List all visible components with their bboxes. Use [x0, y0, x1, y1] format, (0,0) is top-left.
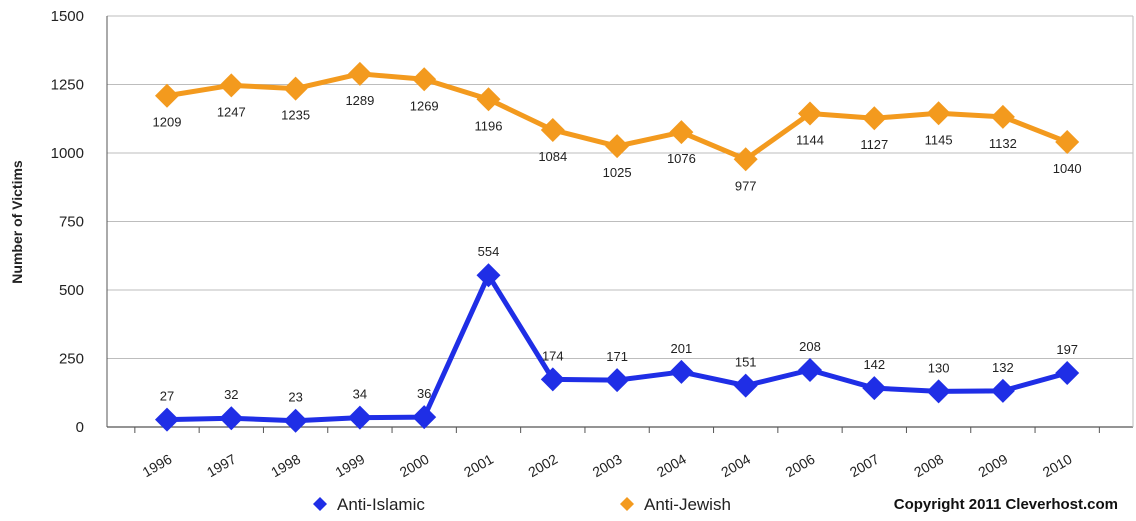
data-point [669, 359, 694, 384]
x-tick-label: 2000 [397, 451, 432, 481]
data-label: 208 [799, 339, 821, 354]
data-point [605, 134, 630, 159]
data-point [990, 378, 1015, 403]
series-layer: 27 32 23 34 36 554 174 171 201 151 208 142 130 132 197… [153, 61, 1082, 433]
data-point [1055, 361, 1080, 386]
y-tick-label: 1500 [51, 8, 84, 25]
data-point [862, 106, 887, 131]
grid-lines [106, 15, 1134, 433]
x-tick-label: 2010 [1040, 451, 1075, 481]
y-tick-label: 0 [76, 419, 84, 436]
x-tick-label: 2001 [461, 451, 496, 481]
data-label: 977 [735, 178, 757, 193]
data-point [733, 147, 758, 172]
x-tick-label: 1996 [140, 451, 175, 481]
data-point [412, 405, 437, 430]
data-label: 1025 [603, 165, 632, 180]
data-label: 32 [224, 387, 238, 402]
x-tick-label: 1997 [204, 451, 239, 481]
data-label: 132 [992, 360, 1014, 375]
x-tick-label: 2009 [975, 451, 1010, 481]
data-label: 1127 [860, 137, 888, 152]
data-point [798, 101, 822, 126]
copyright-text: Copyright 2011 Cleverhost.com [894, 496, 1118, 513]
legend-label: Anti-Islamic [337, 495, 425, 514]
data-point [219, 73, 244, 98]
data-point [476, 87, 501, 112]
y-tick-label: 500 [59, 282, 84, 299]
y-tick-label: 750 [59, 214, 84, 231]
x-axis-ticks: 1996 1997 1998 1999 2000 2001 2002 2003 2004 2004… [140, 451, 1075, 481]
data-label: 1269 [410, 98, 439, 113]
legend-label: Anti-Jewish [644, 495, 731, 514]
data-point [412, 67, 437, 92]
data-point [347, 61, 372, 86]
data-point [476, 263, 501, 288]
data-label: 130 [928, 360, 950, 375]
data-label: 1235 [281, 108, 310, 123]
y-axis-ticks: 0 250 500 750 1000 1250 1500 [51, 8, 84, 436]
data-label: 554 [478, 244, 500, 259]
data-point [605, 368, 630, 393]
data-label: 36 [417, 386, 431, 401]
data-point [990, 104, 1015, 129]
x-tick-label: 2006 [783, 451, 818, 481]
data-point [540, 367, 565, 392]
x-tick-label: 2004 [654, 451, 689, 481]
data-label: 1196 [475, 118, 503, 133]
data-label: 23 [288, 390, 302, 405]
data-point [283, 76, 308, 101]
data-label: 1247 [217, 104, 246, 119]
data-label: 197 [1056, 342, 1078, 357]
y-tick-label: 250 [59, 351, 84, 368]
data-label: 1076 [667, 151, 696, 166]
y-tick-label: 1250 [51, 77, 84, 94]
data-label: 142 [863, 357, 885, 372]
y-tick-label: 1000 [51, 145, 84, 162]
data-label: 1144 [796, 133, 824, 148]
data-label: 27 [160, 389, 174, 404]
data-point [1055, 130, 1080, 155]
data-point [155, 407, 179, 432]
data-point [733, 373, 758, 398]
data-point [283, 408, 308, 433]
data-point [798, 358, 822, 383]
data-point [155, 83, 179, 108]
y-axis-label: Number of Victims [9, 160, 25, 284]
legend: Anti-Islamic Anti-Jewish [313, 495, 731, 514]
data-label: 151 [735, 355, 757, 370]
data-point [862, 376, 887, 401]
data-label: 174 [542, 348, 564, 363]
data-point [669, 120, 694, 145]
x-tick-label: 2002 [525, 451, 560, 481]
data-label: 1209 [153, 115, 182, 130]
x-tick-label: 2004 [718, 451, 753, 481]
data-label: 1132 [989, 136, 1017, 151]
data-point [926, 379, 951, 404]
data-label: 171 [606, 349, 628, 364]
data-label: 1145 [925, 132, 953, 147]
data-point [926, 101, 951, 126]
x-tick-label: 2008 [911, 451, 946, 481]
data-label: 1040 [1053, 161, 1082, 176]
x-tick-label: 2007 [847, 451, 882, 481]
data-point [219, 406, 244, 431]
legend-marker [313, 497, 327, 511]
data-point [540, 117, 565, 142]
data-label: 1084 [538, 149, 567, 164]
legend-marker [620, 497, 634, 511]
x-tick-label: 2003 [590, 451, 625, 481]
data-label: 34 [353, 387, 367, 402]
data-point [347, 405, 372, 430]
x-tick-label: 1999 [332, 451, 367, 481]
x-tick-label: 1998 [268, 451, 303, 481]
data-label: 1289 [345, 93, 374, 108]
data-label: 201 [671, 341, 693, 356]
